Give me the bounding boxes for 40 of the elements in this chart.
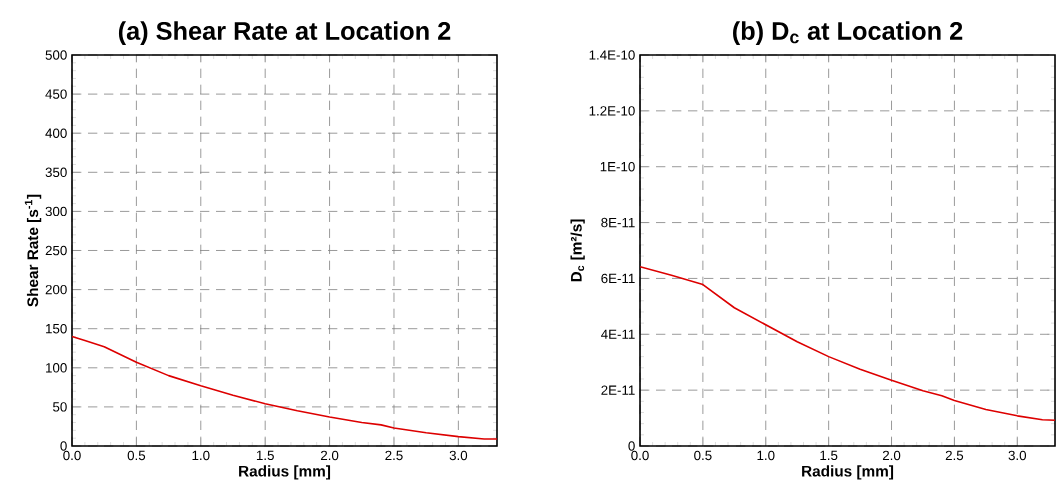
x-tick-label: 0.0 [63, 450, 81, 461]
y-tick-label: 300 [45, 206, 67, 217]
y-tick-label: 100 [46, 363, 67, 373]
x-tick-label: 2.5 [945, 450, 964, 461]
y-axis-title: D$_{c}$ [m²/s] [570, 219, 585, 282]
y-tick-label: 50 [53, 402, 67, 412]
y-tick-label: 1.4E-10 [589, 50, 635, 60]
x-tick-label: 2.0 [882, 450, 901, 461]
x-tick-label: 0.0 [631, 450, 649, 461]
chart-title: (a) Shear Rate at Location 2 [118, 21, 451, 45]
y-axis-title: Shear Rate [s$^{-1}$] [24, 194, 42, 307]
line-series [72, 335, 497, 440]
x-tick-label: 1.0 [192, 450, 210, 461]
y-tick-label: 6E-11 [601, 273, 635, 284]
y-tick-label: 0 [60, 441, 67, 451]
x-tick-label: 3.0 [449, 450, 468, 461]
x-tick-label: 2.0 [320, 450, 339, 461]
y-tick-label: 150 [46, 323, 67, 334]
y-tick-label: 2E-11 [601, 385, 635, 395]
x-tick-label: 1.5 [256, 450, 274, 461]
y-tick-label: 450 [45, 89, 67, 99]
y-tick-label: 1.2E-10 [589, 106, 635, 116]
y-tick-label: 250 [45, 245, 67, 256]
x-axis-title: Radius [mm] [239, 465, 331, 480]
x-tick-label: 1.5 [820, 450, 838, 461]
y-tick-label: 8E-11 [601, 217, 635, 228]
x-tick-label: 1.0 [757, 450, 775, 461]
y-tick-label: 0 [628, 441, 635, 451]
y-tick-label: 200 [45, 284, 67, 295]
y-tick-label: 500 [45, 50, 67, 60]
y-tick-label: 4E-11 [601, 329, 635, 339]
x-tick-label: 0.5 [694, 450, 712, 461]
x-tick-label: 0.5 [127, 450, 146, 461]
x-tick-label: 3.0 [1008, 450, 1027, 461]
y-tick-label: 350 [45, 167, 67, 178]
y-tick-label: 400 [45, 128, 67, 138]
x-axis-title: Radius [mm] [802, 465, 894, 480]
y-tick-label: 1E-10 [600, 161, 635, 172]
x-tick-label: 2.5 [385, 450, 403, 461]
chart-title: (b) D$_{c}$ at Location 2 [733, 21, 963, 45]
